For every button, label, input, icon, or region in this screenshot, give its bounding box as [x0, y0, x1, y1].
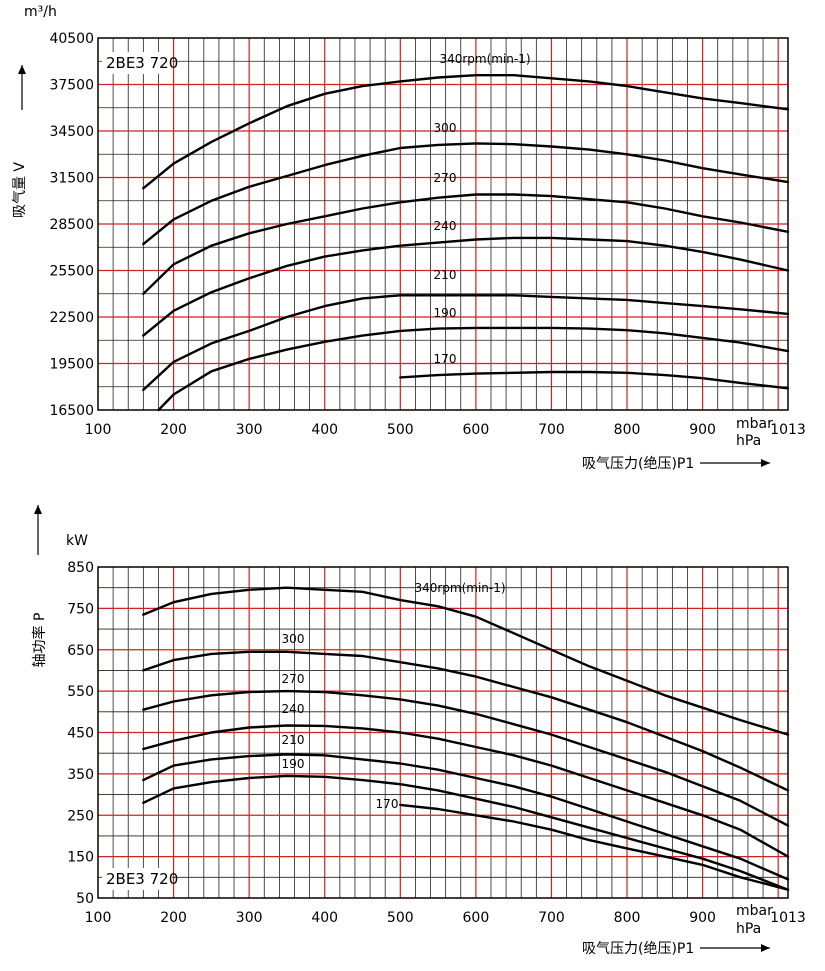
y-tick-label: 650 — [67, 643, 94, 659]
series-label: 340rpm(min-1) — [414, 581, 505, 595]
series-line-340rpmmin1 — [142, 73, 790, 190]
series-line-340rpmmin1 — [142, 586, 790, 736]
x-tick-label: 200 — [160, 422, 187, 438]
x-tick-label: 700 — [538, 422, 565, 438]
x-tick-label: 800 — [614, 910, 641, 926]
model-label-bg — [102, 868, 172, 890]
x-unit-mbar: mbar — [736, 416, 773, 432]
series-label: 210 — [282, 733, 305, 747]
y-tick-label: 40500 — [49, 31, 94, 47]
grid — [97, 566, 789, 899]
series-line-210 — [142, 294, 790, 392]
series-line-300 — [142, 650, 790, 792]
series-label: 270 — [282, 672, 305, 686]
series-line-270 — [142, 193, 790, 295]
y-axis-label: 吸气量 V — [12, 162, 28, 218]
x-tick-label: 900 — [689, 422, 716, 438]
series-label: 190 — [282, 757, 305, 771]
x-unit-bg — [733, 901, 769, 937]
series-line-240 — [142, 724, 790, 858]
chart-1: 16500 19500 22500 25500 28500 31500 34500 37500… — [12, 4, 806, 472]
y-tick-label: 850 — [67, 560, 94, 576]
x-tick-label: 700 — [538, 910, 565, 926]
x-tick-label: 100 — [85, 910, 112, 926]
y-unit-label: kW — [66, 533, 88, 549]
x-tick-label: 300 — [236, 910, 263, 926]
y-tick-label: 450 — [67, 726, 94, 742]
series-label: 300 — [282, 632, 305, 646]
x-tick-label: 300 — [236, 422, 263, 438]
x-tick-label: 600 — [463, 910, 490, 926]
y-tick-label: 34500 — [49, 124, 94, 140]
model-label: 2BE3 720 — [106, 870, 178, 888]
x-axis-label: 吸气压力(绝压)P1 — [582, 941, 694, 957]
series-label: 170 — [376, 797, 399, 811]
y-axis-arrow-head — [34, 505, 42, 514]
series-label: 270 — [434, 171, 457, 185]
series-line-300 — [142, 142, 790, 246]
series-label: 340rpm(min-1) — [439, 52, 530, 66]
series-line-240 — [142, 236, 790, 337]
y-tick-label: 28500 — [49, 217, 94, 233]
series-label: 210 — [434, 268, 457, 282]
y-tick-label: 37500 — [49, 78, 94, 94]
plot-frame — [97, 566, 789, 899]
x-tick-label: 400 — [311, 422, 338, 438]
series-line-190 — [142, 774, 790, 891]
series-label: 170 — [434, 352, 457, 366]
y-tick-label: 31500 — [49, 171, 94, 187]
x-tick-label: 900 — [689, 910, 716, 926]
x-axis-label: 吸气压力(绝压)P1 — [582, 456, 694, 472]
series-line-190 — [157, 326, 790, 412]
x-unit-hpa: hPa — [736, 921, 761, 937]
y-tick-label: 550 — [67, 684, 94, 700]
y-tick-label: 750 — [67, 601, 94, 617]
y-axis-label: 轴功率 P — [31, 613, 48, 668]
series-label: 190 — [434, 306, 457, 320]
y-tick-label: 50 — [76, 891, 94, 907]
x-tick-label: 500 — [387, 910, 414, 926]
x-axis-arrow-head — [761, 944, 770, 952]
series-line-170 — [399, 803, 790, 891]
x-unit-mbar: mbar — [736, 903, 773, 919]
y-tick-label: 25500 — [49, 264, 94, 280]
series-label: 300 — [434, 121, 457, 135]
y-axis-arrow-head — [18, 65, 26, 74]
series-line-170 — [399, 370, 790, 390]
x-tick-label: 400 — [311, 910, 338, 926]
x-unit-hpa: hPa — [736, 433, 761, 449]
x-tick-label: 1013 — [770, 422, 806, 438]
model-label-bg — [102, 52, 172, 74]
y-tick-label: 350 — [67, 767, 94, 783]
x-tick-label: 500 — [387, 422, 414, 438]
x-tick-label: 1013 — [770, 910, 806, 926]
series-line-210 — [142, 753, 790, 881]
x-unit-bg — [733, 414, 769, 450]
x-tick-label: 200 — [160, 910, 187, 926]
series-line-270 — [142, 689, 790, 827]
chart-2: 50 150 250 350 450 550 650 750 850 100 200 300 400 50… — [31, 505, 806, 957]
y-tick-label: 250 — [67, 808, 94, 824]
plot-frame — [97, 37, 789, 411]
y-unit-label: m³/h — [24, 4, 57, 20]
y-tick-label: 22500 — [49, 310, 94, 326]
x-axis-arrow-head — [761, 459, 770, 467]
model-label: 2BE3 720 — [106, 54, 178, 72]
x-tick-label: 800 — [614, 422, 641, 438]
y-tick-label: 19500 — [49, 357, 94, 373]
y-tick-label: 16500 — [49, 403, 94, 419]
y-tick-label: 150 — [67, 850, 94, 866]
series-label: 240 — [434, 219, 457, 233]
x-tick-label: 100 — [85, 422, 112, 438]
series-label: 240 — [282, 702, 305, 716]
x-tick-label: 600 — [463, 422, 490, 438]
